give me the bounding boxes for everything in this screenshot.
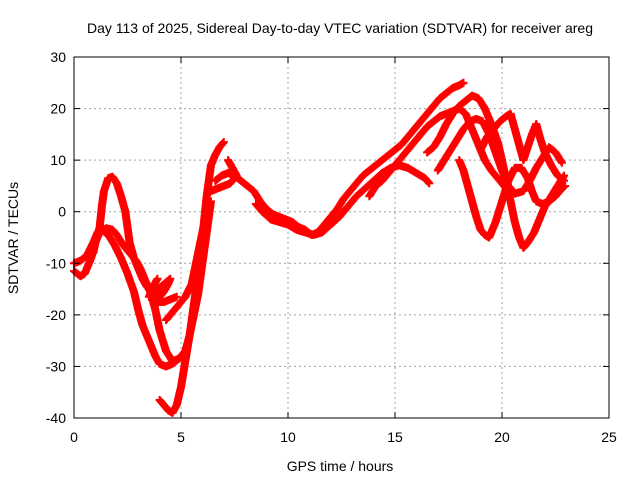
y-tick-label: -10 (46, 255, 66, 271)
y-tick-label: 0 (58, 204, 66, 220)
y-tick-label: 20 (50, 101, 66, 117)
y-tick-label: -30 (46, 358, 66, 374)
y-tick-label: -40 (46, 410, 66, 426)
x-tick-label: 10 (280, 429, 296, 445)
x-tick-label: 20 (494, 429, 510, 445)
data-point (219, 138, 228, 147)
y-tick-label: 10 (50, 152, 66, 168)
y-axis-label: SDTVAR / TECUs (5, 182, 21, 294)
x-tick-label: 25 (601, 429, 617, 445)
x-tick-label: 0 (70, 429, 78, 445)
x-tick-label: 15 (387, 429, 403, 445)
chart-title: Day 113 of 2025, Sidereal Day-to-day VTE… (87, 20, 593, 36)
y-tick-label: 30 (50, 49, 66, 65)
x-axis-label: GPS time / hours (287, 458, 394, 474)
data-points (70, 78, 570, 417)
x-tick-label: 5 (177, 429, 185, 445)
y-tick-label: -20 (46, 307, 66, 323)
